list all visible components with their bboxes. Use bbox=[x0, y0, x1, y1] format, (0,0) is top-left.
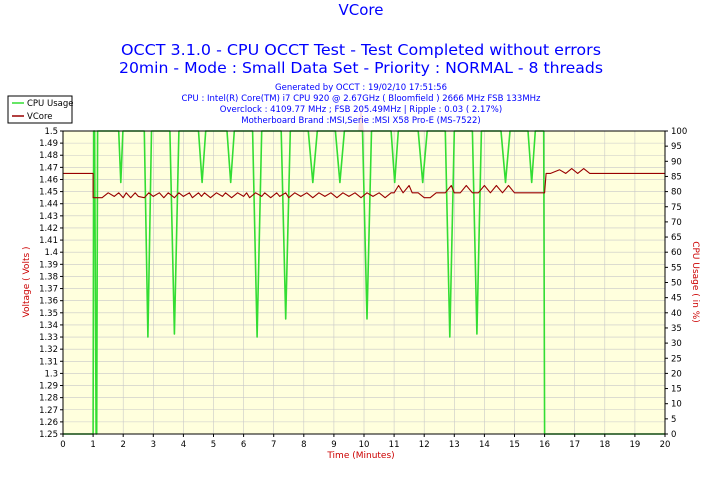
y-tick-label: 1.5 bbox=[44, 127, 58, 137]
x-tick-label: 1 bbox=[90, 440, 95, 450]
y-right-tick-label: 95 bbox=[671, 142, 682, 152]
x-tick-label: 16 bbox=[539, 440, 550, 450]
y-tick-label: 1.36 bbox=[39, 297, 58, 307]
y-tick-label: 1.27 bbox=[39, 406, 58, 416]
y-right-tick-label: 20 bbox=[671, 369, 682, 379]
x-tick-label: 18 bbox=[599, 440, 610, 450]
y-right-tick-label: 85 bbox=[671, 172, 682, 182]
y-right-tick-label: 100 bbox=[671, 127, 687, 137]
legend-label-vcore: VCore bbox=[27, 112, 53, 122]
x-tick-label: 19 bbox=[629, 440, 640, 450]
y-tick-label: 1.4 bbox=[44, 248, 58, 258]
y-axis-ticks: 1.25 1.26 1.27 1.28 1.29 1.3 1.31 1.32 1.33 1.34 1… bbox=[39, 127, 63, 440]
info-generated: Generated by OCCT : 19/02/10 17:51:56 bbox=[275, 83, 447, 93]
x-tick-label: 2 bbox=[120, 440, 125, 450]
x-tick-label: 20 bbox=[660, 440, 671, 450]
y-right-tick-label: 70 bbox=[671, 218, 682, 228]
legend-label-cpu-usage: CPU Usage bbox=[27, 99, 73, 109]
x-tick-label: 10 bbox=[359, 440, 370, 450]
x-tick-label: 8 bbox=[301, 440, 306, 450]
y-tick-label: 1.26 bbox=[39, 418, 58, 428]
chart-subtitle-2: 20min - Mode : Small Data Set - Priority… bbox=[119, 59, 603, 77]
y-tick-label: 1.45 bbox=[39, 188, 58, 198]
x-axis-label: Time (Minutes) bbox=[326, 451, 394, 461]
y-tick-label: 1.49 bbox=[39, 139, 58, 149]
y-tick-label: 1.25 bbox=[39, 430, 58, 440]
y-tick-label: 1.3 bbox=[44, 369, 58, 379]
x-tick-label: 13 bbox=[449, 440, 460, 450]
x-tick-label: 7 bbox=[271, 440, 276, 450]
y-axis-right-label: CPU Usage ( in %) bbox=[690, 241, 700, 323]
x-tick-label: 4 bbox=[181, 440, 186, 450]
y-right-tick-label: 0 bbox=[671, 430, 676, 440]
y-tick-label: 1.46 bbox=[39, 175, 58, 185]
y-tick-label: 1.32 bbox=[39, 345, 58, 355]
chart-subtitle-1: OCCT 3.1.0 - CPU OCCT Test - Test Comple… bbox=[121, 41, 601, 59]
y-tick-label: 1.41 bbox=[39, 236, 58, 246]
x-tick-label: 3 bbox=[151, 440, 156, 450]
x-tick-label: 17 bbox=[569, 440, 580, 450]
y-tick-label: 1.43 bbox=[39, 212, 58, 222]
y-right-tick-label: 5 bbox=[671, 415, 676, 425]
y-tick-label: 1.31 bbox=[39, 357, 58, 367]
info-cpu: CPU : Intel(R) Core(TM) i7 CPU 920 @ 2.6… bbox=[181, 94, 541, 104]
info-overclock: Overclock : 4109.77 MHz ; FSB 205.49MHz … bbox=[220, 105, 502, 115]
y-tick-label: 1.29 bbox=[39, 382, 58, 392]
y-tick-label: 1.42 bbox=[39, 224, 58, 234]
y-tick-label: 1.44 bbox=[39, 200, 58, 210]
y-tick-label: 1.48 bbox=[39, 151, 58, 161]
x-tick-label: 14 bbox=[479, 440, 490, 450]
y-right-tick-label: 15 bbox=[671, 385, 682, 395]
y-right-tick-label: 40 bbox=[671, 309, 682, 319]
y-right-tick-label: 35 bbox=[671, 324, 682, 334]
y-tick-label: 1.38 bbox=[39, 272, 58, 282]
x-tick-label: 9 bbox=[331, 440, 336, 450]
y-axis-label: Voltage ( Volts ) bbox=[22, 246, 32, 317]
x-tick-label: 5 bbox=[211, 440, 216, 450]
y-tick-label: 1.39 bbox=[39, 260, 58, 270]
legend: CPU Usage VCore bbox=[7, 95, 73, 124]
x-tick-label: 0 bbox=[60, 440, 65, 450]
y-tick-label: 1.33 bbox=[39, 333, 58, 343]
y-right-tick-label: 30 bbox=[671, 339, 682, 349]
y-right-tick-label: 60 bbox=[671, 248, 682, 258]
y-axis-right-ticks: 0 5 10 15 20 25 30 35 40 45 50 55 60 65 70 75 80 85 90 95 10… bbox=[665, 127, 687, 440]
y-right-tick-label: 80 bbox=[671, 188, 682, 198]
y-right-tick-label: 25 bbox=[671, 354, 682, 364]
legend-box bbox=[7, 95, 73, 124]
y-right-tick-label: 90 bbox=[671, 157, 682, 167]
y-tick-label: 1.37 bbox=[39, 285, 58, 295]
y-tick-label: 1.35 bbox=[39, 309, 58, 319]
x-axis-ticks: 0 1 2 3 4 5 6 7 8 9 10 11 12 13 14 15 16 17 18 19 20 bbox=[60, 434, 670, 450]
y-tick-label: 1.34 bbox=[39, 321, 58, 331]
chart-title: VCore bbox=[339, 1, 384, 19]
info-motherboard: Motherboard Brand :MSI,Serie :MSI X58 Pr… bbox=[241, 116, 480, 126]
series-line-vcore bbox=[63, 168, 665, 199]
y-right-tick-label: 10 bbox=[671, 400, 682, 410]
y-right-tick-label: 55 bbox=[671, 263, 682, 273]
y-right-tick-label: 45 bbox=[671, 294, 682, 304]
x-tick-label: 12 bbox=[419, 440, 430, 450]
y-right-tick-label: 75 bbox=[671, 203, 682, 213]
x-tick-label: 15 bbox=[509, 440, 520, 450]
x-tick-label: 6 bbox=[241, 440, 246, 450]
y-tick-label: 1.47 bbox=[39, 163, 58, 173]
y-tick-label: 1.28 bbox=[39, 394, 58, 404]
y-right-tick-label: 50 bbox=[671, 279, 682, 289]
y-right-tick-label: 65 bbox=[671, 233, 682, 243]
x-tick-label: 11 bbox=[389, 440, 400, 450]
